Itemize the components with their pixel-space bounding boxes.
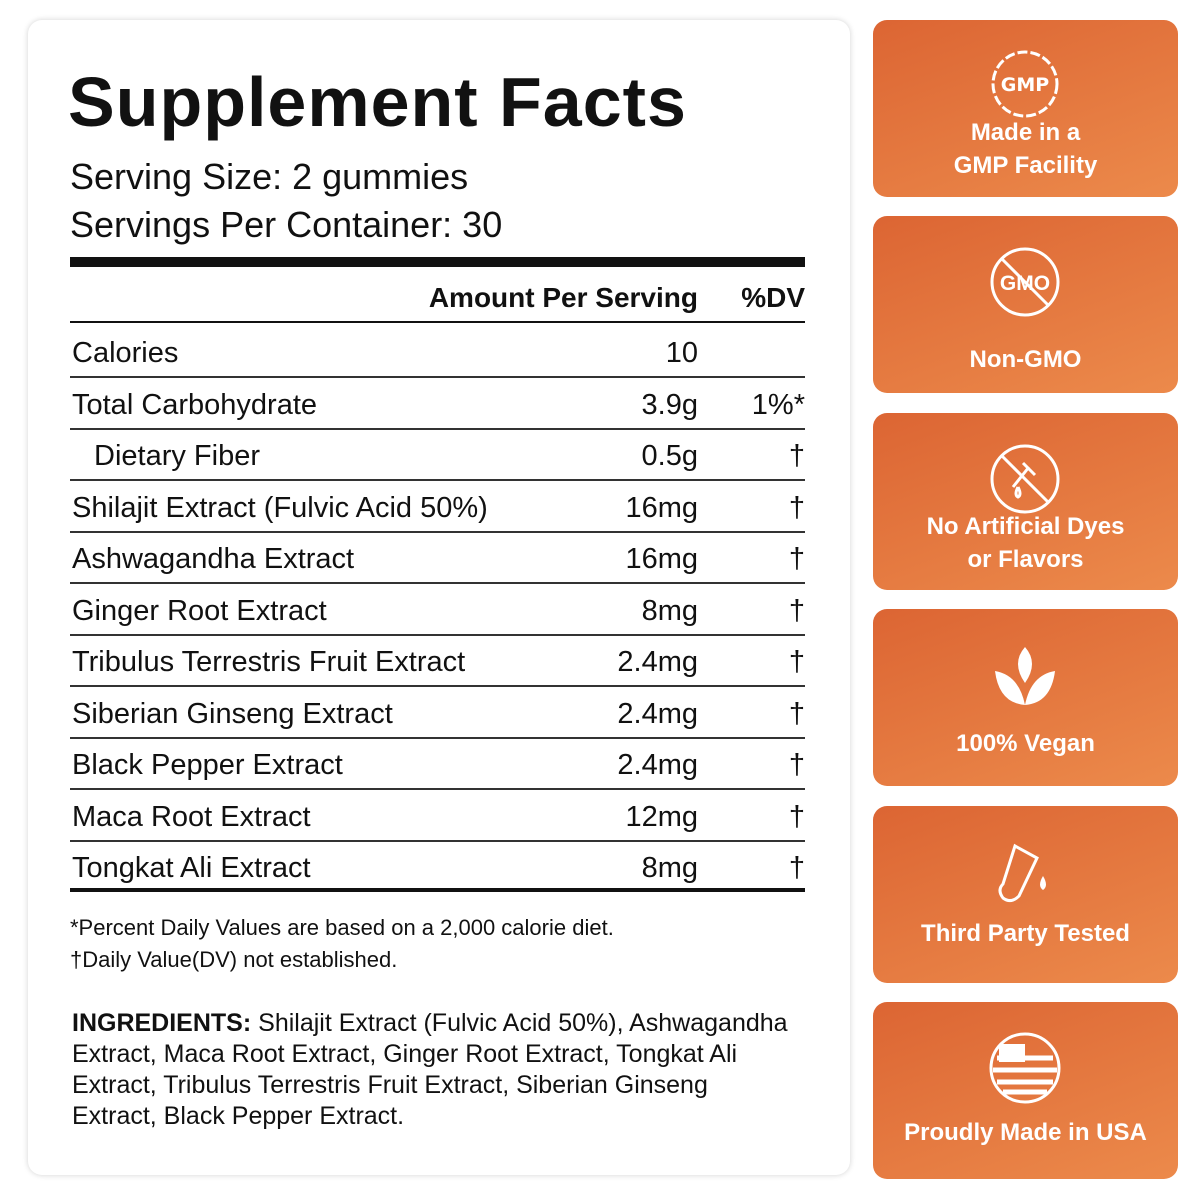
table-header: Amount Per Serving %DV xyxy=(70,272,805,322)
nutrient-name: Shilajit Extract (Fulvic Acid 50%) xyxy=(72,491,488,524)
rule xyxy=(70,736,805,739)
amount: 10 xyxy=(665,337,698,369)
table-row: Siberian Ginseng Extract 2.4mg † xyxy=(70,688,805,739)
rule xyxy=(70,685,805,687)
flag-icon xyxy=(989,1032,1061,1104)
thick-rule xyxy=(70,888,805,892)
amount: 2.4mg xyxy=(617,697,698,730)
daily-value: † xyxy=(788,749,805,781)
table-row: Ginger Root Extract 8mg † xyxy=(70,585,805,636)
amount: 8mg xyxy=(641,594,698,627)
rule xyxy=(70,376,805,378)
line: No Artificial Dyes xyxy=(926,513,1125,540)
daily-value: 1%* xyxy=(751,388,805,421)
badge: GMO Non-GMO xyxy=(873,216,1178,393)
amount: 8mg xyxy=(641,852,698,884)
rule xyxy=(70,479,805,481)
test-tube-icon xyxy=(998,843,1046,903)
ingredients-label: INGREDIENTS: xyxy=(72,1009,252,1037)
amount: 0.5g xyxy=(641,440,698,472)
table-row: Ashwagandha Extract 16mg † xyxy=(70,533,805,584)
gmo-icon: GMO xyxy=(990,247,1060,317)
daily-value: † xyxy=(788,646,805,678)
footnote: *Percent Daily Values are based on a 2,0… xyxy=(70,915,614,940)
badge: Proudly Made in USA xyxy=(873,1002,1178,1179)
daily-value: † xyxy=(788,491,805,524)
rule xyxy=(70,788,805,790)
line: Proudly Made in USA xyxy=(904,1119,1147,1146)
nutrient-name: Ashwagandha Extract xyxy=(72,543,355,575)
nutrient-name: Dietary Fiber xyxy=(94,440,260,472)
table-row: Total Carbohydrate 3.9g 1%* xyxy=(70,379,805,430)
line: Non-GMO xyxy=(969,346,1082,373)
table-row: Maca Root Extract 12mg † xyxy=(70,791,805,842)
nutrient-name: Siberian Ginseng Extract xyxy=(72,697,393,730)
nutrient-name: Calories xyxy=(72,337,179,369)
serving-size: Serving Size: 2 gummies xyxy=(70,156,469,197)
table-row: Black Pepper Extract 2.4mg † xyxy=(70,739,805,790)
badge: 100% Vegan xyxy=(873,609,1178,786)
ingredients: INGREDIENTS: Shilajit Extract (Fulvic Ac… xyxy=(72,1008,792,1132)
amount: 2.4mg xyxy=(617,646,698,678)
badge-label: Made in a GMP Facility xyxy=(873,116,1178,182)
icon-text: GMO xyxy=(1000,272,1050,295)
ingredients-text: Shilajit Extract (Fulvic Acid 50%), Ashw… xyxy=(72,1009,788,1130)
table-row: Calories 10 xyxy=(70,327,805,378)
facts-card xyxy=(28,20,850,1175)
rule xyxy=(70,530,805,533)
header-dv: %DV xyxy=(741,282,805,313)
badge-label: 100% Vegan xyxy=(873,727,1178,760)
nutrient-name: Tribulus Terrestris Fruit Extract xyxy=(72,646,466,678)
line: Third Party Tested xyxy=(921,920,1130,947)
rule xyxy=(70,321,805,323)
badge: Third Party Tested xyxy=(873,806,1178,983)
rule xyxy=(70,427,805,430)
table-row: Tongkat Ali Extract 8mg † xyxy=(70,842,805,892)
daily-value: † xyxy=(788,852,805,884)
amount: 12mg xyxy=(625,800,698,833)
badge-label: Proudly Made in USA xyxy=(873,1116,1178,1149)
nutrient-name: Maca Root Extract xyxy=(72,800,311,833)
leaf-icon xyxy=(995,647,1055,705)
badge: No Artificial Dyes or Flavors xyxy=(873,413,1178,590)
daily-value: † xyxy=(788,594,805,627)
amount: 3.9g xyxy=(641,388,698,421)
daily-value: † xyxy=(788,697,805,730)
thick-rule xyxy=(70,257,805,267)
amount: 16mg xyxy=(625,543,698,575)
line: or Flavors xyxy=(967,546,1084,573)
amount: 2.4mg xyxy=(617,749,698,781)
title: Supplement Facts xyxy=(68,63,687,141)
footnote: †Daily Value(DV) not established. xyxy=(70,947,398,972)
table-row: Tribulus Terrestris Fruit Extract 2.4mg † xyxy=(70,636,805,687)
badge: GMP Made in a GMP Facility xyxy=(873,20,1178,197)
daily-value: † xyxy=(788,440,805,472)
icon-text: GMP xyxy=(1001,74,1050,96)
line: GMP Facility xyxy=(953,152,1098,179)
rule xyxy=(70,839,805,842)
nutrient-name: Tongkat Ali Extract xyxy=(72,852,311,884)
nutrient-name: Black Pepper Extract xyxy=(72,749,343,781)
servings-per-container: Servings Per Container: 30 xyxy=(70,204,503,245)
nutrient-name: Total Carbohydrate xyxy=(72,388,318,421)
line: 100% Vegan xyxy=(956,730,1095,757)
rule xyxy=(70,582,805,584)
rule xyxy=(70,633,805,636)
table-row: Shilajit Extract (Fulvic Acid 50%) 16mg † xyxy=(70,482,805,533)
badge-label: Non-GMO xyxy=(873,343,1178,376)
daily-value: † xyxy=(788,543,805,575)
daily-value: † xyxy=(788,800,805,833)
dye-icon xyxy=(990,444,1060,514)
line: Made in a xyxy=(970,119,1081,146)
nutrient-name: Ginger Root Extract xyxy=(72,594,327,627)
badge-label: Third Party Tested xyxy=(873,917,1178,950)
header-amount: Amount Per Serving xyxy=(428,282,698,313)
table-row: Dietary Fiber 0.5g † xyxy=(70,430,805,481)
badge-label: No Artificial Dyes or Flavors xyxy=(873,510,1178,576)
gmp-icon: GMP xyxy=(991,50,1059,118)
amount: 16mg xyxy=(625,491,698,524)
